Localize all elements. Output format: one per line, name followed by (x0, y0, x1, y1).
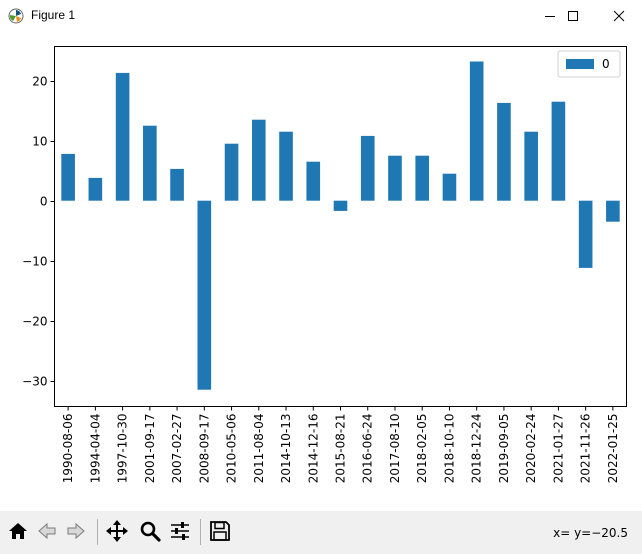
y-tick-label: 10 (32, 135, 47, 149)
bar-2014-10-13 (279, 131, 293, 201)
x-tick-label: 2010-05-06 (225, 414, 239, 484)
matplotlib-logo-icon (8, 8, 24, 24)
bar-2021-01-27 (551, 101, 566, 201)
x-tick-label: 2021-01-27 (551, 414, 565, 484)
move-icon (106, 520, 128, 542)
maximize-button[interactable] (550, 0, 596, 31)
x-tick-label: 2022-01-25 (606, 414, 620, 484)
x-tick-label: 2019-09-05 (497, 414, 511, 484)
bar-chart: −30 −20 −10 0 10 20 1990-08-06 1994-04-04 1997-1… (22, 46, 627, 484)
bar-2018-12-24 (469, 61, 484, 201)
maximize-icon (568, 10, 578, 21)
x-tick-label: 1997-10-30 (116, 414, 130, 484)
bar-2021-11-26 (578, 200, 593, 268)
bar-2018-10-10 (442, 173, 457, 201)
x-tick-label: 2015-08-21 (334, 414, 348, 484)
bar-2001-09-17 (143, 125, 157, 201)
bar-2014-12-16 (306, 161, 321, 201)
navigation-toolbar: x= y=−20.5 (0, 511, 642, 554)
y-tick-label: 20 (32, 75, 47, 89)
x-tick-label: 2018-12-24 (470, 414, 484, 484)
forward-arrow-icon (67, 522, 85, 540)
bar-2007-02-27 (170, 168, 184, 201)
zoom-button[interactable] (137, 518, 163, 544)
x-tick-label: 2016-06-24 (361, 414, 375, 484)
save-button[interactable] (207, 518, 233, 544)
floppy-disk-icon (210, 521, 230, 541)
back-arrow-icon (38, 522, 56, 540)
home-icon (9, 523, 27, 539)
bar-2022-01-25 (606, 200, 620, 222)
bar-1994-04-04 (88, 177, 103, 201)
x-tick-label: 2021-11-26 (579, 414, 593, 484)
x-tick-label: 2001-09-17 (143, 414, 157, 484)
x-tick-label: 2018-02-05 (415, 414, 429, 484)
close-icon (613, 10, 625, 21)
minimize-icon (545, 15, 555, 17)
x-tick-label: 2020-02-24 (524, 414, 538, 484)
x-tick-label: 1990-08-06 (61, 414, 75, 484)
configure-subplots-button[interactable] (167, 518, 193, 544)
x-tick-label: 2007-02-27 (170, 414, 184, 484)
pan-button[interactable] (104, 518, 130, 544)
x-tick-label: 2008-09-17 (197, 414, 211, 484)
x-tick-label: 2018-10-10 (442, 414, 456, 484)
bar-2018-02-05 (415, 155, 430, 201)
x-tick-label: 2014-10-13 (279, 414, 293, 484)
close-button[interactable] (596, 0, 642, 31)
y-tick-label: −30 (22, 375, 47, 389)
y-tick-label: −20 (22, 315, 47, 329)
window-titlebar: Figure 1 (0, 0, 642, 32)
forward-button[interactable] (63, 518, 89, 544)
legend-swatch (566, 59, 594, 69)
figure-canvas[interactable]: −30 −20 −10 0 10 20 1990-08-06 1994-04-04 1997-1… (0, 31, 642, 511)
bar-2017-08-10 (388, 155, 402, 201)
sliders-icon (171, 522, 189, 540)
legend-label: 0 (602, 57, 610, 71)
x-tick-label: 2014-12-16 (306, 414, 320, 484)
bar-2015-08-21 (333, 200, 348, 211)
window-title: Figure 1 (31, 8, 76, 22)
x-tick-label: 2017-08-10 (388, 414, 402, 484)
back-button[interactable] (34, 518, 60, 544)
toolbar-separator (97, 519, 98, 545)
bar-2019-09-05 (497, 102, 511, 201)
axes-frame (54, 46, 627, 407)
cursor-coordinates: x= y=−20.5 (553, 526, 628, 540)
x-tick-label: 2011-08-04 (252, 414, 266, 484)
bar-2016-06-24 (360, 135, 375, 201)
bar-2008-09-17 (197, 200, 212, 390)
bar-2010-05-06 (224, 143, 239, 201)
bar-1990-08-06 (61, 153, 75, 201)
bar-2011-08-04 (251, 119, 266, 201)
x-tick-label: 1994-04-04 (88, 414, 102, 484)
y-tick-label: 0 (40, 195, 48, 209)
bar-1997-10-30 (115, 72, 130, 201)
y-tick-label: −10 (22, 255, 47, 269)
magnifier-icon (140, 521, 161, 542)
minimize-button[interactable] (527, 0, 573, 31)
toolbar-separator (200, 519, 201, 545)
home-button[interactable] (5, 518, 31, 544)
bar-2020-02-24 (524, 131, 538, 201)
